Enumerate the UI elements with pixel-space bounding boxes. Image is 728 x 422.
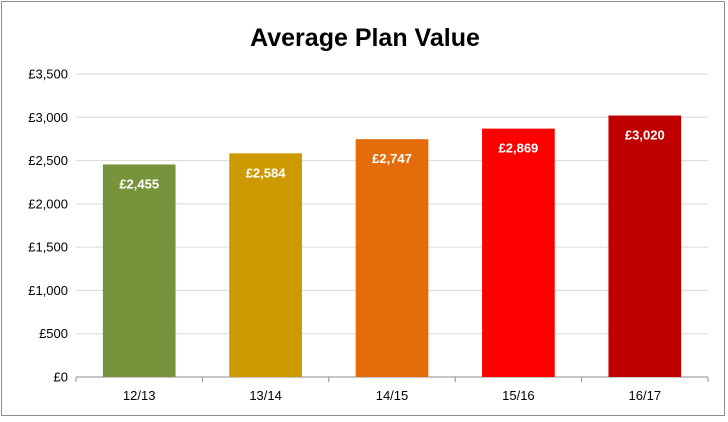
chart-frame: Average Plan Value £0 £500 £1,000 £1,500 £2,… [1,1,725,416]
y-tick-label: £500 [39,326,68,341]
y-tick-label: £0 [54,370,68,385]
bar [482,128,555,377]
data-label: £3,020 [625,128,665,143]
x-tick-label: 15/16 [502,388,535,403]
data-label: £2,747 [372,151,412,166]
x-axis: 12/13 13/14 14/15 15/16 16/17 [75,377,709,403]
bar [608,115,682,377]
data-label: £2,455 [119,176,159,191]
data-label: £2,869 [499,141,539,156]
y-axis: £0 £500 £1,000 £1,500 £2,000 £2,500 £3,000 £3,5… [28,67,68,385]
bar-chart: Average Plan Value £0 £500 £1,000 £1,500 £2,… [28,24,709,403]
data-label: £2,584 [246,165,287,180]
chart-title: Average Plan Value [250,24,480,52]
bar [355,139,429,377]
x-tick-label: 16/17 [629,388,662,403]
bar [229,153,302,377]
x-tick-label: 13/14 [249,388,282,403]
x-tick-label: 12/13 [123,388,156,403]
y-tick-label: £3,500 [28,67,68,82]
bar [102,164,176,377]
y-tick-label: £1,000 [28,283,68,298]
bars: £2,455 £2,584 £2,747 £2,869 £3,020 [102,115,682,377]
y-tick-label: £1,500 [28,240,68,255]
y-tick-label: £3,000 [28,110,68,125]
y-tick-label: £2,000 [28,196,68,211]
x-tick-label: 14/15 [376,388,409,403]
y-tick-label: £2,500 [28,153,68,168]
